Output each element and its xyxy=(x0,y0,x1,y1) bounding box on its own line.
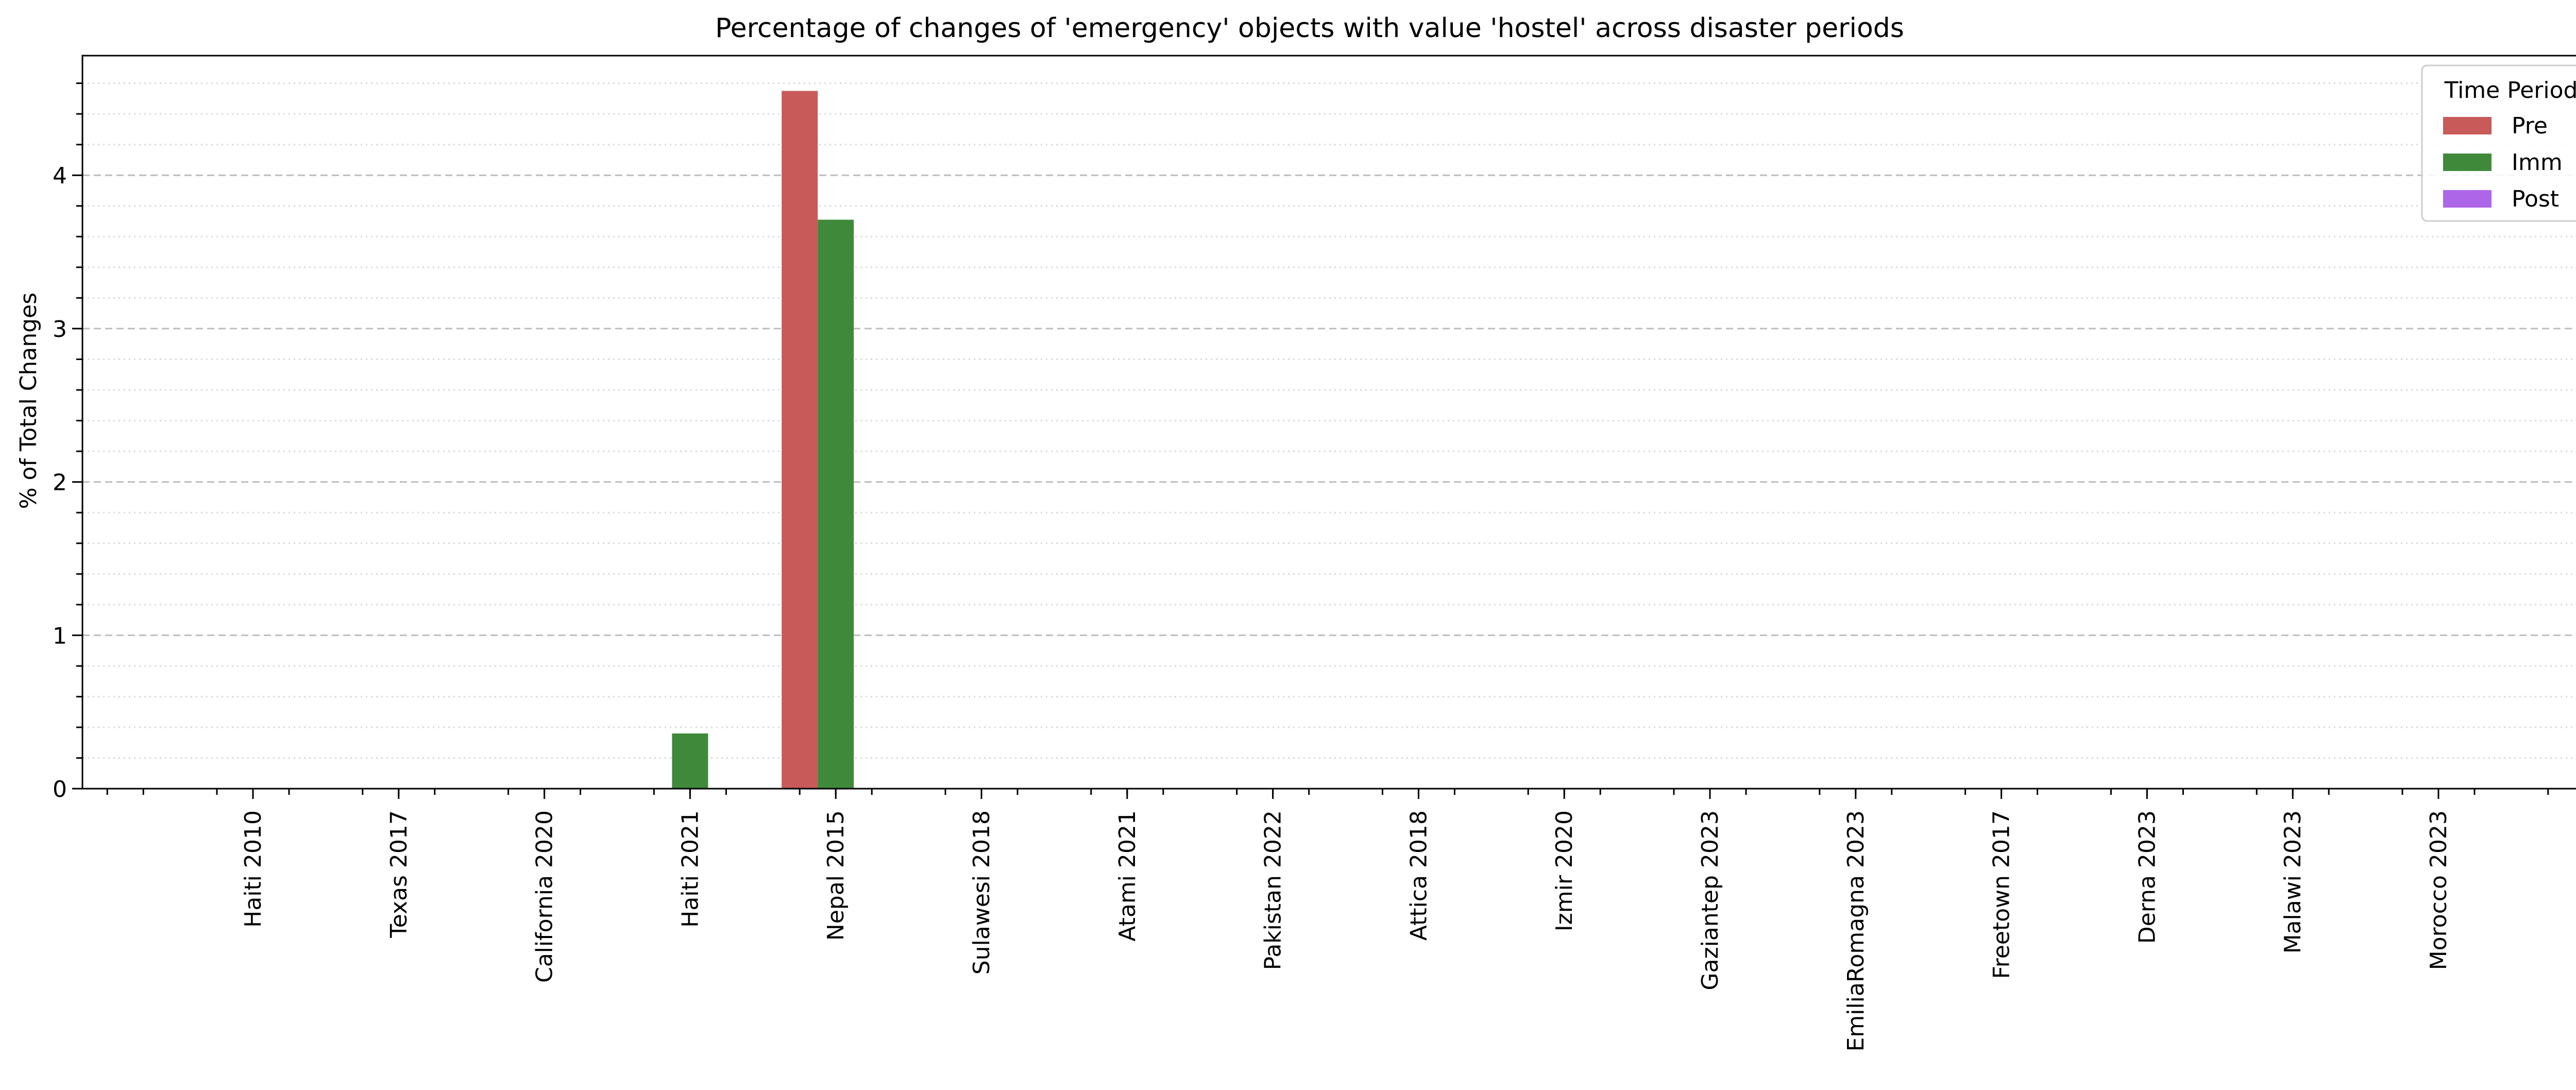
x-tick-label: California 2020 xyxy=(532,810,558,983)
legend-label-pre: Pre xyxy=(2512,113,2548,139)
x-tick-label: Malawi 2023 xyxy=(2280,810,2306,953)
legend: Time Period Pre Imm Post xyxy=(2421,64,2576,222)
y-tick-label: 3 xyxy=(53,316,67,343)
legend-swatch-pre xyxy=(2443,117,2492,134)
x-tick-label: Haiti 2021 xyxy=(677,810,703,928)
x-tick-label: Sulawesi 2018 xyxy=(969,810,995,975)
x-tick-label: Haiti 2010 xyxy=(240,810,266,928)
x-tick-label: Morocco 2023 xyxy=(2426,810,2452,970)
x-tick-label: Pakistan 2022 xyxy=(1260,810,1286,970)
x-tick-label: Nepal 2015 xyxy=(823,810,849,941)
x-tick-label: Texas 2017 xyxy=(386,810,412,939)
legend-label-post: Post xyxy=(2512,186,2559,212)
bar-imm xyxy=(818,219,854,789)
y-tick-label: 4 xyxy=(53,163,67,189)
legend-swatch-post xyxy=(2443,190,2492,208)
legend-label-imm: Imm xyxy=(2512,149,2563,176)
x-tick-label: Izmir 2020 xyxy=(1551,810,1578,931)
legend-items: Pre Imm Post xyxy=(2443,113,2563,212)
tick-labels: 0 1 2 3 4 Haiti 2010 Texas 2017 California 2020… xyxy=(53,163,2452,1051)
y-tick-label: 2 xyxy=(53,470,67,496)
bar-pre xyxy=(782,91,818,789)
y-tick-label: 1 xyxy=(53,623,67,649)
legend-frame xyxy=(2421,64,2576,222)
axes xyxy=(72,55,2576,799)
x-tick-label: Freetown 2017 xyxy=(1989,810,2015,979)
x-tick-label: EmiliaRomagna 2023 xyxy=(1843,810,1869,1051)
x-tick-label: Atami 2021 xyxy=(1114,810,1141,942)
plot-frame xyxy=(81,55,2576,790)
grid-lines xyxy=(82,82,2576,759)
y-axis-label: % of Total Changes xyxy=(15,293,42,509)
x-tick-label: Derna 2023 xyxy=(2134,810,2160,944)
bar-imm xyxy=(672,733,708,789)
y-tick-label: 0 xyxy=(53,776,67,803)
bars xyxy=(672,91,854,789)
legend-swatch-imm xyxy=(2443,154,2492,171)
legend-title: Time Period xyxy=(2444,77,2576,104)
chart-title: Percentage of changes of 'emergency' obj… xyxy=(715,13,1904,44)
x-tick-label: Gaziantep 2023 xyxy=(1697,810,1723,990)
x-tick-label: Attica 2018 xyxy=(1405,810,1432,941)
